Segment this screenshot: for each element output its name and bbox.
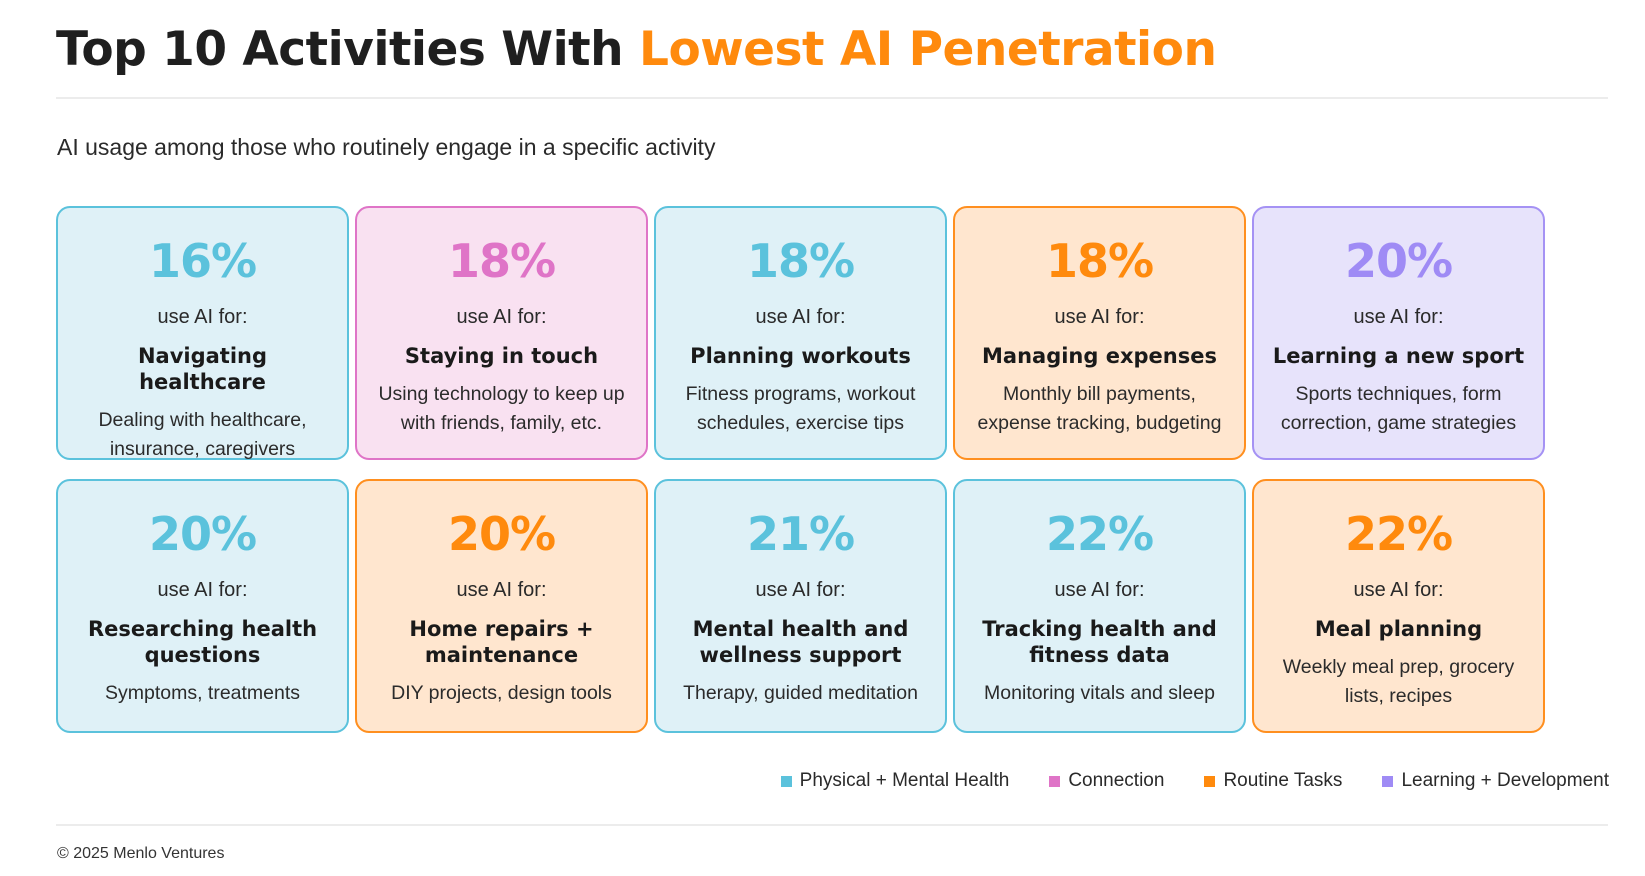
page-subtitle: AI usage among those who routinely engag… xyxy=(57,134,716,160)
legend-swatch xyxy=(780,775,792,787)
legend-swatch xyxy=(1049,775,1061,787)
activity-card: 20% use AI for: Home repairs + maintenance… xyxy=(355,479,648,733)
activity-card: 18% use AI for: Managing expenses Monthly b… xyxy=(953,206,1246,460)
page-title: Top 10 Activities With Lowest AI Penetra… xyxy=(56,22,1217,77)
activity-card: 20% use AI for: Learning a new sport Sports… xyxy=(1252,206,1545,460)
legend-item-routine: Routine Tasks xyxy=(1204,770,1342,792)
activity-description: Sports techniques, form correction, game… xyxy=(1280,383,1517,434)
activity-percentage: 16% xyxy=(148,234,257,288)
use-ai-label: use AI for: xyxy=(157,579,248,601)
legend: Physical + Mental Health Connection Routin… xyxy=(780,770,1609,792)
use-ai-label: use AI for: xyxy=(755,306,846,328)
activity-name: Managing expenses xyxy=(982,344,1217,368)
copyright: © 2025 Menlo Ventures xyxy=(57,845,225,862)
use-ai-label: use AI for: xyxy=(157,306,248,328)
activity-name: Navigating healthcare xyxy=(137,344,268,394)
legend-item-learning: Learning + Development xyxy=(1382,770,1609,792)
activity-percentage: 21% xyxy=(746,507,855,561)
use-ai-label: use AI for: xyxy=(456,579,547,601)
activity-card: 21% use AI for: Mental health and wellness… xyxy=(654,479,947,733)
activity-percentage: 18% xyxy=(1045,234,1154,288)
legend-label: Learning + Development xyxy=(1401,770,1609,791)
activity-name: Staying in touch xyxy=(404,344,599,368)
legend-swatch xyxy=(1204,775,1216,787)
activity-card: 16% use AI for: Navigating healthcare Deali… xyxy=(56,206,349,460)
activity-description: Fitness programs, workout schedules, exe… xyxy=(685,383,916,434)
activity-percentage: 22% xyxy=(1045,507,1154,561)
activity-percentage: 18% xyxy=(746,234,855,288)
footer-divider xyxy=(56,824,1608,826)
activity-description: Using technology to keep up with friends… xyxy=(378,383,625,434)
legend-label: Connection xyxy=(1068,770,1165,791)
activity-percentage: 20% xyxy=(1344,234,1453,288)
activity-percentage: 20% xyxy=(148,507,257,561)
activity-card: 22% use AI for: Tracking health and fitnes… xyxy=(953,479,1246,733)
legend-label: Routine Tasks xyxy=(1223,770,1343,791)
activity-name: Mental health and wellness support xyxy=(692,617,909,667)
use-ai-label: use AI for: xyxy=(1353,579,1444,601)
activity-description: Dealing with healthcare, insurance, care… xyxy=(98,409,307,460)
activity-name: Home repairs + maintenance xyxy=(409,617,594,667)
activity-card: 18% use AI for: Staying in touch Using tech… xyxy=(355,206,648,460)
activity-description: DIY projects, design tools xyxy=(391,682,612,704)
use-ai-label: use AI for: xyxy=(1353,306,1444,328)
legend-swatch xyxy=(1382,775,1394,787)
activity-percentage: 20% xyxy=(447,507,556,561)
activity-name: Tracking health and fitness data xyxy=(982,617,1217,667)
use-ai-label: use AI for: xyxy=(755,579,846,601)
legend-item-health: Physical + Mental Health xyxy=(780,770,1010,792)
activity-name: Planning workouts xyxy=(690,344,911,368)
activity-description: Therapy, guided meditation xyxy=(683,682,918,704)
use-ai-label: use AI for: xyxy=(1054,579,1145,601)
activity-description: Symptoms, treatments xyxy=(104,682,301,704)
use-ai-label: use AI for: xyxy=(1054,306,1145,328)
activity-description: Monitoring vitals and sleep xyxy=(984,682,1215,704)
activity-description: Weekly meal prep, grocery lists, recipes xyxy=(1282,656,1515,707)
legend-label: Physical + Mental Health xyxy=(799,770,1010,791)
activity-name: Meal planning xyxy=(1314,617,1483,641)
activity-name: Researching health questions xyxy=(87,617,318,667)
legend-item-connection: Connection xyxy=(1049,770,1164,792)
activity-percentage: 18% xyxy=(447,234,556,288)
activity-description: Monthly bill payments, expense tracking,… xyxy=(977,383,1222,434)
title-accent: Lowest AI Penetration xyxy=(639,22,1217,77)
activity-card: 18% use AI for: Planning workouts Fitness p… xyxy=(654,206,947,460)
activity-percentage: 22% xyxy=(1344,507,1453,561)
activity-name: Learning a new sport xyxy=(1272,344,1525,368)
activity-card: 22% use AI for: Meal planning Weekly meal p… xyxy=(1252,479,1545,733)
activity-card: 20% use AI for: Researching health questio… xyxy=(56,479,349,733)
header-divider xyxy=(56,97,1608,99)
use-ai-label: use AI for: xyxy=(456,306,547,328)
title-plain: Top 10 Activities With xyxy=(56,22,624,77)
